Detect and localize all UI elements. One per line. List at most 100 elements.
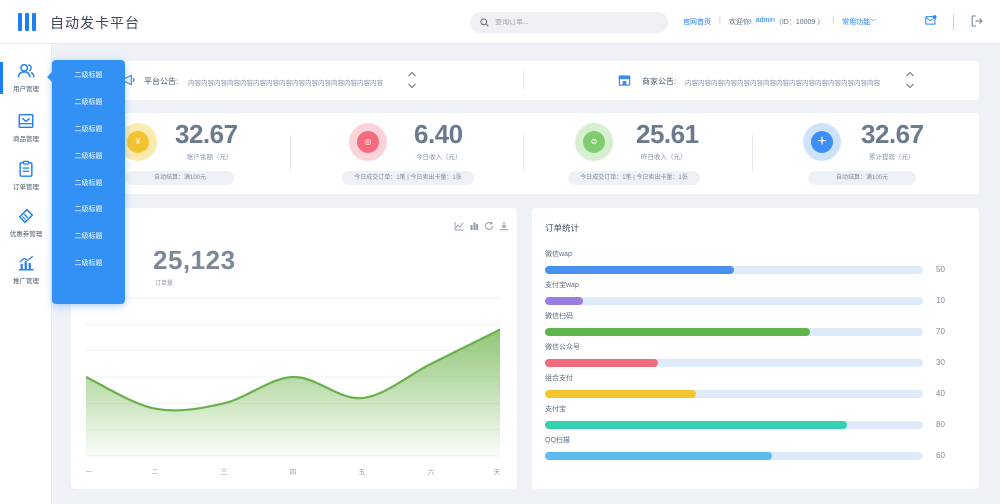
clipboard-icon [19, 160, 33, 177]
bar-value: 80 [936, 420, 945, 429]
store-icon [618, 75, 631, 86]
stat-value: 32.67 [175, 119, 238, 149]
bar-value: 10 [936, 296, 945, 305]
notice-scroll-arrows-icon[interactable] [407, 69, 417, 91]
message-icon[interactable] [925, 15, 937, 25]
sidebar-item-orders[interactable]: 订单管理 [0, 160, 52, 206]
user-id: （ID：10009 ） [774, 19, 825, 26]
platform-notice-text[interactable]: 内容内容内容内容内容内容内容内容内容内容内容内容内容内容内容 [188, 80, 383, 87]
stat-label: 账户余额（元） [187, 154, 233, 161]
bar-value: 60 [936, 451, 945, 460]
x-tick-label: 一 [85, 469, 93, 476]
link-separator: | [832, 17, 835, 24]
bar-value: 30 [936, 358, 945, 367]
bar-label: QQ扫描 [545, 437, 570, 444]
chart-toolbar [454, 221, 509, 231]
submenu-item[interactable]: 二级标题 [74, 72, 103, 79]
logout-icon[interactable] [971, 15, 983, 27]
notice-card: 平台公告: 内容内容内容内容内容内容内容内容内容内容内容内容内容内容内容 商家公… [96, 61, 979, 100]
stat-value: 25.61 [636, 119, 699, 149]
submenu-item[interactable]: 二级标题 [74, 153, 103, 160]
inbox-icon [18, 113, 34, 129]
x-tick-label: 六 [427, 469, 435, 476]
bar-track [545, 266, 923, 274]
bar-label: 支付宝 [545, 406, 566, 413]
bar-track [545, 328, 923, 336]
link-separator: | [719, 17, 721, 24]
chart-area-fill [86, 329, 500, 456]
submenu-item[interactable]: 二级标题 [74, 206, 103, 213]
sidebar-item-label: 订单管理 [13, 184, 39, 191]
username-link[interactable]: admin [755, 17, 775, 24]
sidebar-item-users[interactable]: 用户管理 [0, 62, 52, 108]
line-chart-icon[interactable] [454, 221, 464, 231]
submenu-item[interactable]: 二级标题 [74, 233, 103, 240]
x-tick-label: 天 [493, 469, 501, 476]
merchant-notice-text[interactable]: 内容内容内容内容内容内容内容内容内容内容内容内容内容内容内容 [685, 80, 880, 87]
bar-fill [545, 266, 734, 274]
x-tick-label: 五 [358, 469, 366, 476]
order-stats-title: 订单统计 [545, 223, 580, 233]
welcome-text: 欢迎你! [728, 19, 752, 26]
chart-series-line [85, 328, 501, 412]
sidebar-item-promotion[interactable]: 推广管理 [0, 254, 52, 300]
sidebar-item-label: 推广管理 [13, 278, 39, 285]
bar-fill [545, 390, 697, 398]
stat-note: 自动结算：满100元 [808, 171, 916, 185]
logo-icon[interactable] [18, 13, 38, 31]
divider [523, 135, 524, 171]
notice-scroll-arrows-icon[interactable] [905, 69, 915, 91]
stat-note: 今日成交订单：1笔 | 今日卖出卡量：1张 [568, 171, 700, 185]
top-bar: 自动发卡平台 官网首页 | 欢迎你! admin （ID：10009 ） | 常… [0, 0, 1000, 44]
big-number-caption: 订单量 [155, 281, 174, 287]
submenu-item[interactable]: 二级标题 [74, 126, 103, 133]
bar-chart-icon[interactable] [469, 221, 479, 231]
merchant-notice-label: 商家公告: [642, 77, 677, 86]
bar-track [545, 452, 923, 460]
top-links: 官网首页 | 欢迎你! admin （ID：10009 ） | 常用功能﹀ [683, 17, 876, 27]
x-tick-label: 四 [289, 469, 297, 476]
stat-label: 累计提现（元） [869, 154, 915, 161]
bar-fill [545, 297, 583, 305]
search-icon [480, 18, 489, 27]
stat-note: 自动结算：满100元 [126, 171, 234, 185]
submenu-item[interactable]: 二级标题 [74, 180, 103, 187]
stat-label: 昨日收入（元） [641, 154, 687, 161]
bar-fill [545, 421, 848, 429]
refresh-icon[interactable] [484, 221, 494, 231]
sidebar-item-label: 用户管理 [13, 86, 39, 93]
bar-label: 微信公众号 [545, 344, 580, 351]
sidebar-item-coupons[interactable]: 优惠券管理 [0, 207, 52, 253]
bar-value: 50 [936, 265, 945, 274]
ticket-icon [18, 208, 34, 224]
plus-icon: + [803, 123, 841, 161]
submenu-item[interactable]: 二级标题 [74, 260, 103, 267]
submenu-item[interactable]: 二级标题 [74, 99, 103, 106]
divider [953, 14, 954, 30]
stat-note: 今日成交订单：1笔 | 今日卖出卡量：1张 [342, 171, 474, 185]
yen-coin-icon: ¥ [119, 123, 157, 161]
home-link[interactable]: 官网首页 [683, 19, 711, 26]
coin-icon: ⊜ [575, 123, 613, 161]
bar-track [545, 297, 923, 305]
search-box[interactable] [470, 12, 668, 33]
bar-label: 微信扫码 [545, 313, 573, 320]
bar-fill [545, 328, 810, 336]
bar-label: 支付宝wap [545, 282, 579, 289]
divider [752, 135, 753, 171]
sidebar-item-products[interactable]: 商品管理 [0, 112, 52, 158]
wallet-icon: ◎ [349, 123, 387, 161]
sidebar-item-label: 优惠券管理 [9, 231, 43, 238]
bar-label: 微信wap [545, 251, 572, 258]
area-chart [85, 297, 501, 457]
x-tick-label: 三 [220, 469, 228, 476]
search-input[interactable] [495, 19, 645, 26]
bar-track [545, 390, 923, 398]
stat-label: 今日收入（元） [416, 154, 462, 161]
chevron-down-icon: ﹀ [870, 20, 877, 26]
common-functions-menu[interactable]: 常用功能﹀ [842, 17, 876, 27]
download-icon[interactable] [499, 221, 509, 231]
bar-fill [545, 452, 772, 460]
common-functions-label: 常用功能 [842, 19, 871, 26]
bar-value: 40 [936, 389, 945, 398]
